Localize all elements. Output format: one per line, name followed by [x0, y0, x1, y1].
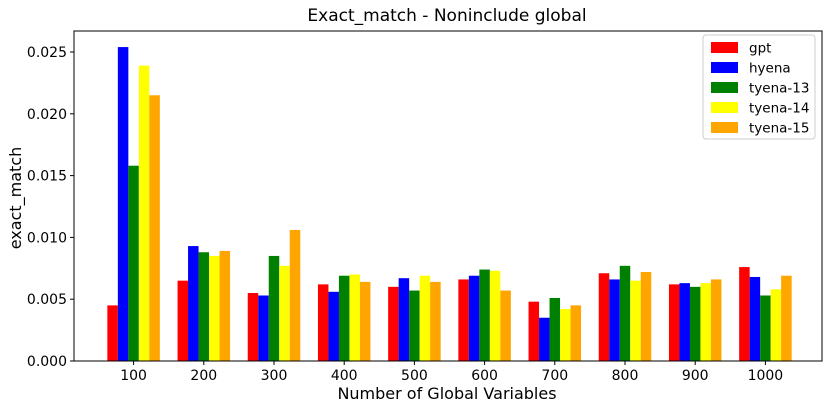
y-tick-label: 0.015 [27, 169, 67, 185]
bar-tyena-15-900 [710, 279, 722, 361]
legend-label-tyena-14: tyena-14 [749, 101, 809, 117]
bar-hyena-600 [468, 275, 480, 361]
x-tick-label: 300 [261, 368, 288, 384]
x-tick-label: 1000 [748, 368, 784, 384]
bar-tyena-13-800 [619, 265, 631, 361]
x-tick-label: 500 [401, 368, 428, 384]
bar-hyena-500 [398, 278, 410, 361]
legend-label-hyena: hyena [749, 61, 791, 77]
bar-tyena-14-600 [489, 270, 501, 361]
bar-gpt-100 [107, 305, 118, 361]
bar-tyena-13-900 [689, 286, 701, 361]
bar-gpt-700 [528, 301, 540, 361]
bar-tyena-13-200 [198, 252, 210, 361]
chart-title: Exact_match - Noninclude global [307, 6, 586, 26]
bar-tyena-14-200 [209, 255, 220, 361]
bar-tyena-13-500 [409, 290, 420, 361]
legend-swatch-tyena-14 [711, 102, 738, 113]
x-tick-label: 400 [331, 368, 358, 384]
y-axis-label: exact_match [6, 147, 26, 250]
y-tick-label: 0.005 [27, 292, 67, 308]
bar-tyena-14-100 [138, 65, 150, 362]
bar-hyena-1000 [749, 276, 761, 361]
x-tick-label: 800 [612, 368, 639, 384]
x-tick-label: 100 [120, 368, 147, 384]
bar-hyena-900 [679, 283, 690, 361]
y-tick-label: 0.025 [27, 45, 67, 61]
bar-tyena-15-700 [570, 305, 582, 361]
bar-tyena-14-500 [419, 275, 431, 361]
bar-tyena-15-600 [500, 290, 511, 361]
bar-tyena-13-1000 [760, 295, 771, 361]
bar-tyena-15-500 [430, 281, 441, 361]
legend-swatch-tyena-13 [711, 82, 738, 93]
bar-tyena-14-700 [560, 309, 571, 361]
bars-group [107, 47, 792, 362]
bar-hyena-800 [609, 279, 620, 361]
x-tick-label: 200 [190, 368, 217, 384]
y-tick-labels: 0.000 0.005 0.010 0.015 0.020 0.025 [27, 45, 67, 370]
bar-tyena-15-1000 [781, 275, 792, 361]
bar-gpt-1000 [739, 267, 750, 361]
bar-gpt-600 [458, 279, 469, 361]
bar-tyena-14-800 [630, 280, 641, 361]
bar-tyena-13-300 [268, 255, 280, 361]
bar-tyena-14-300 [279, 265, 290, 361]
bar-tyena-14-900 [700, 283, 711, 361]
bar-gpt-400 [317, 284, 329, 361]
legend: gpt hyena tyena-13 tyena-14 tyena-15 [702, 34, 816, 140]
bar-gpt-200 [177, 280, 189, 361]
bar-gpt-900 [668, 284, 680, 361]
x-tick-label: 900 [682, 368, 709, 384]
legend-swatch-hyena [711, 62, 738, 73]
x-tick-label: 600 [471, 368, 498, 384]
bar-tyena-15-100 [149, 95, 160, 362]
x-tick-labels: 100 200 300 400 500 600 700 800 900 1000 [120, 368, 783, 384]
legend-label-tyena-15: tyena-15 [749, 121, 809, 137]
y-tick-label: 0.010 [27, 230, 67, 246]
bar-tyena-15-300 [289, 229, 301, 361]
bar-gpt-300 [247, 293, 259, 361]
y-tick-label: 0.000 [27, 354, 67, 370]
x-tick-label: 700 [541, 368, 568, 384]
legend-label-tyena-13: tyena-13 [749, 81, 809, 97]
bar-tyena-13-700 [549, 297, 561, 361]
bar-tyena-15-200 [219, 251, 231, 361]
x-axis-label: Number of Global Variables [337, 384, 556, 403]
bar-hyena-100 [117, 47, 129, 361]
legend-swatch-tyena-15 [711, 122, 738, 133]
bar-gpt-500 [388, 286, 399, 361]
bar-hyena-400 [328, 291, 339, 361]
bar-tyena-14-1000 [770, 289, 782, 361]
bar-tyena-13-600 [479, 269, 490, 361]
bar-tyena-13-400 [338, 275, 350, 361]
plot-frame [73, 30, 823, 362]
legend-swatch-gpt [711, 42, 738, 53]
bar-gpt-800 [598, 273, 610, 361]
bar-tyena-13-100 [128, 165, 139, 361]
axes-group [70, 30, 823, 365]
bar-hyena-200 [188, 246, 199, 361]
bar-tyena-15-400 [359, 281, 371, 361]
y-tick-label: 0.020 [27, 107, 67, 123]
bar-tyena-15-800 [640, 272, 652, 361]
bar-tyena-14-400 [349, 274, 360, 361]
legend-label-gpt: gpt [749, 41, 771, 57]
bar-hyena-300 [258, 295, 269, 361]
bar-hyena-700 [539, 317, 550, 361]
